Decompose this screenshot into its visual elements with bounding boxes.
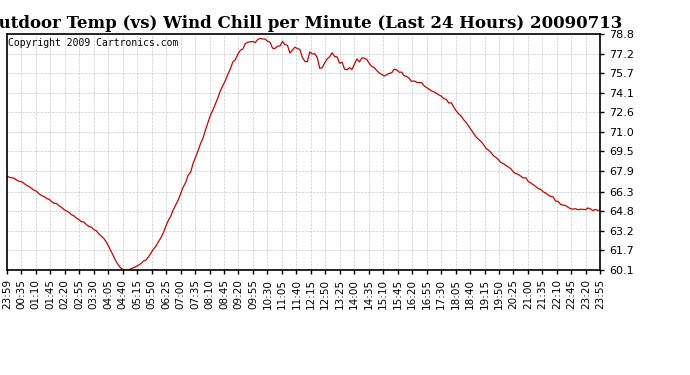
Title: Outdoor Temp (vs) Wind Chill per Minute (Last 24 Hours) 20090713: Outdoor Temp (vs) Wind Chill per Minute … <box>0 15 623 32</box>
Text: Copyright 2009 Cartronics.com: Copyright 2009 Cartronics.com <box>8 39 179 48</box>
